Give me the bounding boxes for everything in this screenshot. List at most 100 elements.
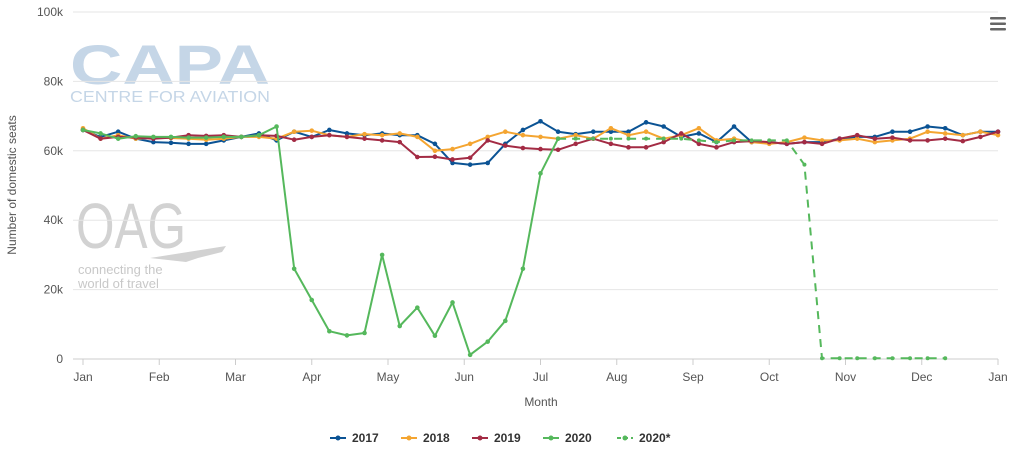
series-2020-point	[837, 356, 842, 361]
series-2020-point	[467, 352, 473, 358]
series-2020-point	[485, 339, 491, 344]
y-axis-ticks: 0 20k 40k 60k 80k 100k	[37, 5, 64, 366]
series-2019-point	[432, 154, 438, 159]
series-2018-point	[397, 131, 403, 136]
series-2017-point	[907, 129, 913, 135]
x-tick-label: Feb	[149, 370, 170, 384]
x-tick-label: Jun	[455, 370, 474, 384]
x-tick-label: Jan	[988, 370, 1007, 384]
series-2020-point	[767, 138, 772, 143]
series-2019-point	[415, 154, 420, 160]
series-2019-point	[362, 136, 367, 141]
series-2020-point	[80, 127, 86, 133]
series-2020-point	[644, 136, 649, 141]
series-2017-point	[450, 160, 455, 166]
series-2018-point	[960, 132, 966, 138]
series-2019-point	[291, 137, 297, 142]
series-2020-point	[397, 323, 403, 329]
capa-watermark: CAPA CENTRE FOR AVIATION	[70, 33, 270, 106]
series-2017-point	[186, 141, 191, 147]
oag-tagline-2: world of travel	[77, 276, 159, 291]
series-2017-point	[608, 129, 614, 135]
series-2020-point	[696, 138, 701, 143]
series-2020-point	[556, 136, 561, 141]
series-2018-point	[925, 129, 930, 135]
series-2018-point	[432, 148, 438, 154]
series-2019-point	[802, 139, 807, 145]
x-tick-label: Jan	[73, 370, 92, 384]
series-2017-point	[485, 160, 491, 166]
y-axis-title: Number of domestic seats	[5, 115, 19, 254]
series-2020-point	[98, 131, 103, 136]
series-2020-point	[872, 356, 877, 361]
legend-item-2017[interactable]: 2017	[330, 431, 379, 445]
series-2020-point	[749, 138, 754, 143]
series-2020-point	[327, 328, 332, 334]
series-2017-point	[115, 129, 121, 135]
series-2019-point	[98, 136, 103, 141]
series-2019-point	[467, 155, 473, 161]
series-2017-point	[626, 129, 631, 135]
series-2019-point	[397, 139, 403, 145]
series-2019-point	[960, 138, 966, 144]
series-2019-point	[327, 132, 332, 138]
capa-logo-subtext: CENTRE FOR AVIATION	[70, 89, 270, 106]
series-2019-point	[450, 157, 455, 162]
legend-label: 2020	[565, 431, 592, 445]
series-2019-point	[907, 138, 913, 143]
series-2018-point	[450, 146, 455, 152]
x-axis-ticks: Jan Feb Mar Apr May Jun Jul Aug Sep Oct Nov Dec Jan	[73, 359, 1008, 384]
legend-item-2018[interactable]: 2018	[401, 431, 450, 445]
series-2020-point	[186, 135, 191, 140]
series-2017-point	[203, 141, 209, 147]
series-2019-point	[714, 145, 719, 150]
legend-item-2020[interactable]: 2020	[543, 431, 592, 445]
oag-logo-text: OAG	[76, 190, 186, 262]
series-2019-point	[643, 145, 649, 150]
legend: 2017 2018 2019 2020 2020*	[330, 431, 671, 445]
series-2020-point	[855, 356, 860, 361]
series-2018-point	[485, 134, 491, 140]
series-2019-point	[942, 136, 948, 141]
series-2017-point	[925, 124, 930, 129]
series-2019-point	[678, 131, 684, 136]
legend-item-2019[interactable]: 2019	[472, 431, 521, 445]
series-2019-point	[503, 143, 508, 148]
series-2020-point	[591, 136, 596, 141]
series-2017-point	[168, 140, 174, 146]
series-2019-point	[309, 134, 315, 140]
series-2020-point	[608, 136, 613, 141]
series-2019-point	[344, 134, 350, 140]
legend-marker	[406, 435, 412, 441]
oag-tagline-1: connecting the	[78, 262, 163, 277]
legend-item-2020[interactable]: 2020*	[617, 431, 671, 445]
series-2019-point	[872, 136, 878, 141]
series-2020-point	[415, 305, 420, 310]
legend-label: 2018	[423, 431, 450, 445]
grid-lines	[73, 11, 998, 360]
series-2020-point	[890, 356, 895, 361]
series-2019-point	[696, 141, 702, 147]
series-2019-point	[626, 145, 631, 150]
series-2017-point	[696, 131, 702, 136]
legend-marker	[622, 435, 628, 441]
series-2017-point	[643, 120, 649, 125]
series-2018-point	[520, 132, 526, 138]
y-tick-label: 100k	[37, 5, 64, 19]
legend-label: 2020*	[639, 431, 671, 445]
series-2017-point	[731, 124, 737, 129]
series-2020-point	[362, 330, 367, 336]
series-2020-point	[714, 140, 719, 145]
series-2020-point	[538, 171, 543, 176]
series-2019-point	[379, 138, 385, 143]
legend-marker	[335, 435, 341, 441]
hamburger-menu-icon[interactable]	[986, 14, 1010, 34]
series-2019-point	[485, 138, 491, 143]
series-2017-point	[890, 129, 895, 135]
series-2017-point	[555, 129, 561, 135]
series-group	[80, 119, 1001, 361]
series-2019-point	[520, 145, 526, 151]
x-tick-label: Jul	[533, 370, 548, 384]
series-2020-point	[661, 136, 666, 141]
